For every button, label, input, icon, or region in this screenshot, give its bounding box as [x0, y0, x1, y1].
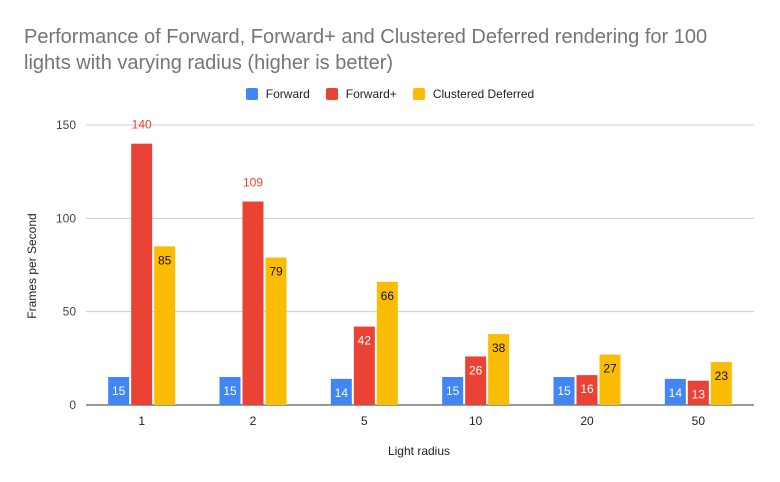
data-label: 140: [132, 118, 152, 132]
data-label: 15: [557, 384, 571, 398]
x-tick-label: 10: [469, 414, 483, 428]
data-label: 14: [335, 386, 349, 400]
bar-forward-50[interactable]: [664, 378, 686, 405]
data-label: 15: [112, 384, 126, 398]
data-label: 15: [446, 384, 460, 398]
data-label: 109: [243, 176, 263, 190]
data-label: 38: [492, 341, 506, 355]
data-label: 14: [669, 386, 683, 400]
bar-forward--50[interactable]: [687, 380, 709, 405]
data-label: 26: [469, 363, 483, 377]
bar-forward--10[interactable]: [465, 356, 487, 405]
bar-forward-1[interactable]: [108, 377, 130, 405]
legend-swatch-forward-plus: [325, 88, 338, 100]
data-label: 42: [358, 334, 372, 348]
bar-clustered-deferred-2[interactable]: [265, 257, 287, 405]
bar-forward-20[interactable]: [553, 377, 575, 405]
data-label: 15: [223, 384, 237, 398]
y-axis-label: Frames per Second: [25, 213, 39, 318]
bar-clustered-deferred-1[interactable]: [154, 246, 176, 405]
legend-item-clustered-deferred[interactable]: Clustered Deferred: [412, 87, 535, 101]
bar-forward--5[interactable]: [353, 326, 375, 405]
data-label: 13: [692, 388, 706, 402]
bar-forward--2[interactable]: [242, 201, 264, 405]
y-tick-label: 150: [56, 118, 76, 132]
data-label: 16: [580, 382, 594, 396]
bar-clustered-deferred-20[interactable]: [599, 354, 621, 405]
data-label: 85: [158, 253, 172, 267]
bar-clustered-deferred-5[interactable]: [376, 281, 398, 405]
x-tick-label: 50: [692, 414, 706, 428]
y-tick-label: 50: [63, 305, 77, 319]
bar-forward-2[interactable]: [219, 377, 241, 405]
legend-swatch-forward: [245, 88, 258, 100]
data-label: 23: [715, 369, 729, 383]
legend-item-forward-plus[interactable]: Forward+: [325, 87, 397, 101]
y-tick-label: 100: [56, 211, 76, 225]
legend-item-forward[interactable]: Forward: [245, 87, 310, 101]
chart-title: Performance of Forward, Forward+ and Clu…: [24, 26, 708, 74]
legend-label-clustered-deferred: Clustered Deferred: [432, 87, 535, 101]
bar-forward-10[interactable]: [442, 377, 464, 405]
bars: [108, 143, 732, 405]
bar-forward-5[interactable]: [330, 378, 352, 405]
legend-swatch-clustered-deferred: [412, 88, 425, 100]
data-labels: 15 140 85 15 109 79 14 42 66 15 26 38 15 16 27 14 13 23: [112, 118, 728, 402]
x-tick-label: 1: [138, 414, 145, 428]
legend-label-forward: Forward: [265, 87, 310, 101]
x-axis-ticks: 1 2 5 10 20 50: [138, 414, 705, 428]
legend-label-forward-plus: Forward+: [345, 87, 397, 101]
x-tick-label: 5: [361, 414, 368, 428]
x-axis-label: Light radius: [388, 444, 450, 458]
gridlines: 0 50 100 150: [56, 118, 754, 412]
data-label: 79: [269, 265, 283, 279]
x-tick-label: 2: [250, 414, 257, 428]
bar-forward--20[interactable]: [576, 375, 598, 405]
bar-clustered-deferred-10[interactable]: [488, 334, 510, 405]
bar-clustered-deferred-50[interactable]: [710, 362, 732, 405]
data-label: 27: [603, 362, 617, 376]
y-tick-label: 0: [69, 398, 76, 412]
data-label: 66: [381, 289, 395, 303]
x-tick-label: 20: [580, 414, 594, 428]
bar-forward--1[interactable]: [131, 143, 153, 405]
chart-legend: Forward Forward+ Clustered Deferred: [0, 87, 780, 101]
